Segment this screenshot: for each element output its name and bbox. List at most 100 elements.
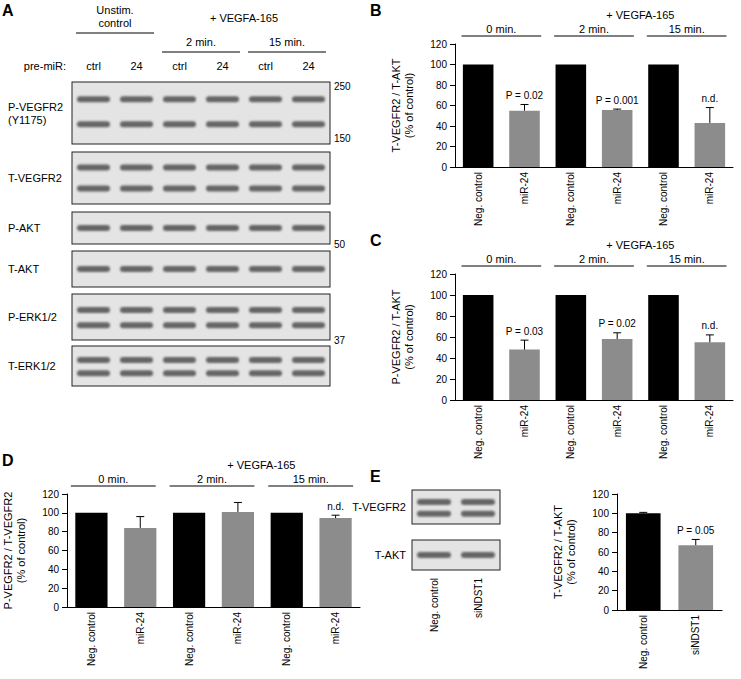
svg-text:P-ERK1/2: P-ERK1/2	[8, 311, 57, 323]
svg-text:P = 0.03: P = 0.03	[506, 326, 544, 337]
svg-text:P = 0.02: P = 0.02	[506, 90, 544, 101]
svg-text:siNDST1: siNDST1	[690, 615, 701, 655]
svg-text:miR-24: miR-24	[704, 172, 715, 205]
svg-text:D: D	[2, 452, 14, 469]
svg-text:20: 20	[48, 583, 60, 594]
svg-text:P = 0.05: P = 0.05	[677, 525, 715, 536]
svg-text:ctrl: ctrl	[86, 60, 101, 72]
svg-text:P = 0.02: P = 0.02	[598, 318, 636, 329]
svg-text:Neg. control: Neg. control	[473, 405, 484, 459]
svg-text:pre-miR:: pre-miR:	[24, 60, 66, 72]
svg-text:150: 150	[334, 133, 351, 144]
svg-text:Neg. control: Neg. control	[658, 172, 669, 226]
svg-text:Neg. control: Neg. control	[658, 405, 669, 459]
svg-text:B: B	[370, 2, 382, 19]
svg-text:miR-24: miR-24	[135, 612, 146, 645]
svg-text:miR-24: miR-24	[519, 172, 530, 205]
svg-text:P = 0.001: P = 0.001	[596, 95, 639, 106]
svg-text:24: 24	[302, 60, 314, 72]
svg-text:+ VEGFA-165: + VEGFA-165	[227, 459, 295, 471]
svg-text:0 min.: 0 min.	[98, 473, 128, 485]
svg-text:siNDST1: siNDST1	[473, 578, 484, 618]
svg-text:15 min.: 15 min.	[293, 473, 329, 485]
svg-text:T-AKT: T-AKT	[375, 549, 406, 561]
svg-text:Neg. control: Neg. control	[473, 172, 484, 226]
svg-text:50: 50	[334, 239, 346, 250]
svg-text:ctrl: ctrl	[172, 60, 187, 72]
svg-text:15 min.: 15 min.	[669, 253, 705, 265]
svg-text:2 min.: 2 min.	[197, 473, 227, 485]
svg-text:C: C	[370, 232, 382, 249]
svg-text:miR-24: miR-24	[519, 405, 530, 438]
svg-text:40: 40	[48, 564, 60, 575]
svg-text:120: 120	[430, 39, 447, 50]
svg-text:120: 120	[430, 269, 447, 280]
svg-text:100: 100	[592, 508, 609, 519]
svg-text:P-VEGFR2 / T-AKT: P-VEGFR2 / T-AKT	[390, 289, 402, 384]
svg-text:n.d.: n.d.	[701, 93, 718, 104]
svg-text:15 min.: 15 min.	[269, 36, 305, 48]
svg-text:miR-24: miR-24	[232, 612, 243, 645]
svg-text:+ VEGFA-165: + VEGFA-165	[606, 9, 674, 21]
svg-text:15 min.: 15 min.	[669, 23, 705, 35]
svg-text:P-VEGFR2(Y1175): P-VEGFR2(Y1175)	[8, 101, 63, 126]
svg-text:120: 120	[592, 489, 609, 500]
svg-text:80: 80	[598, 527, 610, 538]
svg-text:ctrl: ctrl	[258, 60, 273, 72]
svg-text:(% of control): (% of control)	[403, 304, 415, 369]
svg-text:Neg. control: Neg. control	[565, 405, 576, 459]
svg-text:0: 0	[441, 162, 447, 173]
svg-text:80: 80	[436, 311, 448, 322]
svg-text:100: 100	[42, 507, 59, 518]
svg-text:250: 250	[334, 81, 351, 92]
svg-text:2 min.: 2 min.	[186, 36, 216, 48]
svg-text:37: 37	[334, 335, 346, 346]
svg-text:60: 60	[598, 547, 610, 558]
svg-text:E: E	[370, 468, 381, 485]
svg-text:(% of control): (% of control)	[15, 518, 27, 583]
svg-text:60: 60	[436, 100, 448, 111]
svg-text:120: 120	[42, 489, 59, 500]
svg-text:n.d.: n.d.	[701, 320, 718, 331]
svg-text:Unstim.control: Unstim.control	[96, 4, 133, 29]
svg-text:60: 60	[436, 332, 448, 343]
svg-text:miR-24: miR-24	[612, 405, 623, 438]
svg-text:miR-24: miR-24	[612, 172, 623, 205]
svg-text:Neg. control: Neg. control	[429, 578, 440, 632]
svg-text:Neg. control: Neg. control	[638, 615, 649, 669]
svg-text:80: 80	[436, 80, 448, 91]
svg-text:Neg. control: Neg. control	[281, 612, 292, 666]
svg-text:0 min.: 0 min.	[486, 253, 516, 265]
svg-text:P-AKT: P-AKT	[8, 222, 41, 234]
svg-text:(% of control): (% of control)	[403, 73, 415, 138]
svg-text:(% of control): (% of control)	[565, 519, 577, 584]
svg-text:A: A	[2, 2, 14, 19]
svg-text:0: 0	[53, 602, 59, 613]
svg-text:24: 24	[130, 60, 142, 72]
svg-text:T-VEGFR2 / T-AKT: T-VEGFR2 / T-AKT	[390, 58, 402, 152]
svg-text:Neg. control: Neg. control	[565, 172, 576, 226]
svg-text:20: 20	[436, 374, 448, 385]
svg-text:0: 0	[441, 395, 447, 406]
svg-text:T-AKT: T-AKT	[8, 263, 39, 275]
svg-text:0: 0	[603, 605, 609, 616]
svg-text:+ VEGFA-165: + VEGFA-165	[210, 12, 278, 24]
svg-text:20: 20	[598, 585, 610, 596]
svg-text:20: 20	[436, 141, 448, 152]
svg-text:Neg. control: Neg. control	[86, 612, 97, 666]
svg-text:0 min.: 0 min.	[486, 23, 516, 35]
svg-text:24: 24	[216, 60, 228, 72]
svg-text:+ VEGFA-165: + VEGFA-165	[606, 239, 674, 251]
svg-text:80: 80	[48, 526, 60, 537]
svg-text:miR-24: miR-24	[704, 405, 715, 438]
svg-text:40: 40	[436, 353, 448, 364]
svg-text:100: 100	[430, 59, 447, 70]
svg-text:2 min.: 2 min.	[579, 23, 609, 35]
svg-text:40: 40	[436, 121, 448, 132]
svg-text:Neg. control: Neg. control	[184, 612, 195, 666]
svg-text:100: 100	[430, 290, 447, 301]
svg-text:60: 60	[48, 545, 60, 556]
svg-text:T-VEGFR2: T-VEGFR2	[8, 172, 62, 184]
svg-text:T-VEGFR2: T-VEGFR2	[352, 501, 406, 513]
svg-text:2 min.: 2 min.	[579, 253, 609, 265]
